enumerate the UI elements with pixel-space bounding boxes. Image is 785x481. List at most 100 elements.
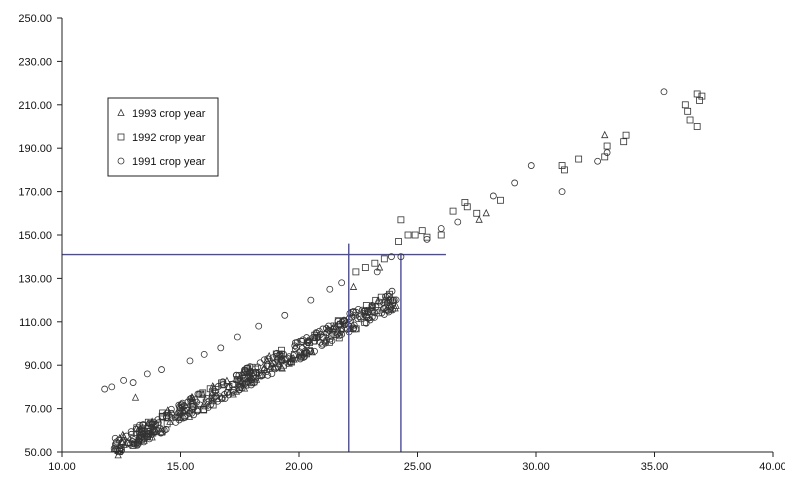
cloud-marker xyxy=(184,398,192,406)
cloud-marker xyxy=(378,309,386,317)
cloud-marker xyxy=(274,352,282,360)
data-point-circle xyxy=(108,383,116,391)
x-tick-label: 25.00 xyxy=(404,461,432,473)
cloud-marker xyxy=(295,351,303,359)
cloud-marker xyxy=(232,387,241,395)
y-tick-label: 70.00 xyxy=(24,404,52,416)
data-point-square xyxy=(437,231,445,239)
y-tick-label: 50.00 xyxy=(24,447,52,459)
y-tick-label: 110.00 xyxy=(19,317,52,329)
data-point-square xyxy=(684,107,692,115)
cloud-marker xyxy=(209,401,217,409)
y-tick-label: 190.00 xyxy=(18,143,52,155)
cloud-marker xyxy=(389,297,397,305)
cloud-marker xyxy=(252,375,261,383)
x-tick-label: 35.00 xyxy=(641,461,669,473)
data-point-circle xyxy=(489,192,497,200)
cloud-marker xyxy=(199,390,207,398)
data-point-circle xyxy=(233,333,241,341)
cloud-marker xyxy=(180,402,188,410)
y-tick-label: 150.00 xyxy=(18,230,52,242)
cloud-marker xyxy=(208,388,216,396)
data-point-square xyxy=(404,231,412,239)
data-point-circle xyxy=(660,88,668,96)
cloud-marker xyxy=(368,313,376,321)
cloud-marker xyxy=(188,409,196,417)
cloud-marker xyxy=(177,401,185,409)
legend-box xyxy=(107,97,219,177)
cloud-marker xyxy=(364,314,372,322)
cloud-marker xyxy=(188,396,196,404)
data-point-circle xyxy=(594,157,602,165)
legend-marker-circle xyxy=(117,157,125,165)
cloud-marker xyxy=(256,359,264,367)
cloud-marker xyxy=(151,422,159,430)
cloud-marker xyxy=(388,287,396,295)
data-point-circle xyxy=(338,279,346,287)
cloud-marker xyxy=(368,302,376,309)
data-point-square xyxy=(395,238,402,245)
data-point-square xyxy=(575,155,583,163)
cloud-marker xyxy=(291,342,299,350)
cloud-marker xyxy=(340,321,348,329)
cloud-marker xyxy=(260,363,268,372)
cloud-marker xyxy=(149,426,157,434)
cloud-marker xyxy=(236,384,244,392)
cloud-marker xyxy=(303,336,312,345)
legend-label: 1993 crop year xyxy=(132,108,206,120)
data-point-circle xyxy=(423,235,431,243)
cloud-marker xyxy=(371,309,379,317)
y-tick-label: 210.00 xyxy=(18,100,52,112)
data-point-circle xyxy=(129,379,137,386)
cloud-marker xyxy=(163,420,171,428)
cloud-marker xyxy=(247,368,255,375)
cloud-marker xyxy=(141,434,149,441)
cloud-marker xyxy=(284,359,292,367)
data-point-square xyxy=(352,268,360,276)
data-point-square xyxy=(603,142,611,150)
data-point-square xyxy=(423,233,431,241)
data-point-triangle xyxy=(475,215,483,223)
cloud-marker xyxy=(172,418,180,426)
cloud-marker xyxy=(278,350,286,358)
cloud-marker xyxy=(369,302,377,310)
data-point-square xyxy=(449,207,457,215)
cloud-marker xyxy=(119,430,127,438)
data-point-square xyxy=(686,116,694,124)
cloud-marker xyxy=(349,309,357,316)
cloud-marker xyxy=(380,304,388,312)
cloud-marker xyxy=(199,406,207,413)
data-point-circle xyxy=(388,253,395,261)
cloud-marker xyxy=(372,296,380,304)
cloud-marker xyxy=(193,398,200,406)
cloud-marker xyxy=(246,373,255,382)
data-point-square xyxy=(411,231,419,239)
cloud-marker xyxy=(148,431,156,438)
cloud-marker xyxy=(236,376,244,384)
cloud-marker xyxy=(352,325,360,333)
cloud-marker xyxy=(309,333,317,341)
cloud-marker xyxy=(385,308,393,316)
data-point-circle xyxy=(255,322,263,330)
data-point-triangle xyxy=(601,130,609,139)
cloud-marker xyxy=(203,395,211,402)
cloud-marker xyxy=(303,341,310,349)
cloud-marker xyxy=(221,395,229,402)
legend-label: 1991 crop year xyxy=(132,156,206,168)
data-point-circle xyxy=(454,218,462,226)
data-point-square xyxy=(461,199,469,206)
cloud-marker xyxy=(328,337,336,345)
cloud-marker xyxy=(299,354,307,361)
data-point-circle xyxy=(527,162,535,169)
data-point-circle xyxy=(186,357,194,365)
y-tick-label: 170.00 xyxy=(18,187,52,199)
y-tick-label: 130.00 xyxy=(18,273,52,285)
legend-marker-triangle xyxy=(117,108,125,116)
cloud-marker xyxy=(354,315,362,323)
cloud-marker xyxy=(114,450,122,459)
data-point-circle xyxy=(558,188,566,196)
data-point-circle xyxy=(326,285,334,293)
data-point-circle xyxy=(307,296,315,304)
